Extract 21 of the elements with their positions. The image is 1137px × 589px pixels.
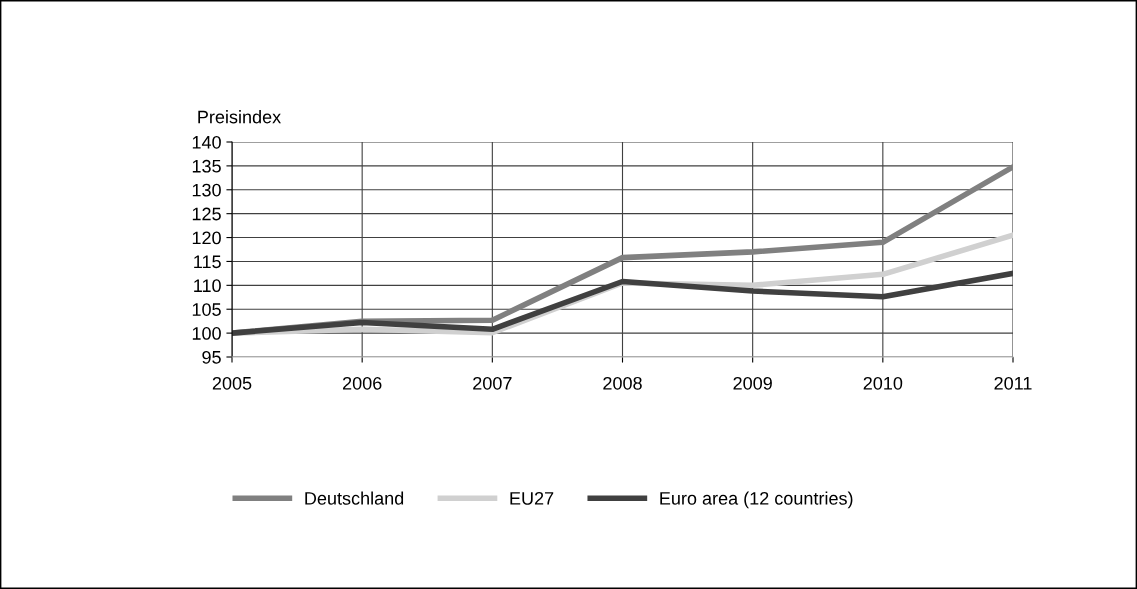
x-tick-label: 2008: [603, 376, 642, 390]
x-tick-label: 2006: [342, 376, 382, 390]
legend-label: Euro area (12 countries): [660, 491, 853, 509]
y-tick-label: 100: [192, 327, 221, 340]
y-tick-label: 120: [192, 231, 221, 245]
y-tick-label: 110: [194, 279, 221, 293]
y-tick-label: 135: [192, 159, 221, 173]
y-tick-label: 95: [202, 350, 221, 364]
x-tick-label: 2010: [863, 376, 903, 390]
x-tick-label: 2005: [212, 376, 252, 390]
x-tick-label: 2011: [994, 376, 1032, 390]
legend-label: EU27: [510, 491, 554, 505]
y-tick-label: 130: [192, 183, 221, 197]
x-tick-label: 2009: [733, 376, 772, 390]
y-tick-label: 105: [192, 303, 221, 316]
legend-label: Deutschland: [305, 491, 404, 505]
y-tick-label: 140: [192, 135, 221, 149]
y-tick-label: 115: [194, 255, 221, 269]
y-axis-title: Preisindex: [198, 110, 281, 124]
y-tick-label: 125: [192, 207, 221, 221]
x-tick-label: 2007: [473, 376, 512, 390]
